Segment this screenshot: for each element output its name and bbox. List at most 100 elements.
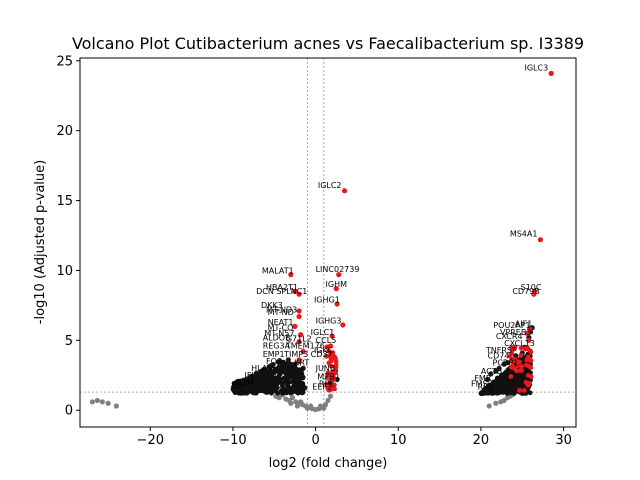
- data-point: [298, 399, 303, 404]
- x-axis-label: log2 (fold change): [269, 456, 388, 471]
- y-tick-label: 0: [65, 404, 73, 419]
- data-point: [517, 388, 522, 393]
- data-point: [276, 377, 281, 382]
- gene-label: IGHM: [326, 280, 348, 289]
- data-point: [518, 353, 523, 358]
- data-point: [288, 362, 293, 367]
- data-point: [527, 357, 532, 362]
- data-point: [287, 367, 292, 372]
- data-point: [526, 373, 531, 378]
- gene-label: CD37: [311, 350, 333, 359]
- gene-label: LINC02739: [316, 265, 360, 274]
- gene-label: IGHG1: [314, 296, 340, 305]
- data-point: [508, 374, 513, 379]
- data-point: [517, 378, 522, 383]
- data-point: [299, 367, 304, 372]
- gene-label-ms4a1: MS4A1: [510, 230, 538, 239]
- data-point: [239, 390, 244, 395]
- data-point: [523, 368, 528, 373]
- data-point: [252, 388, 257, 393]
- data-point: [288, 380, 293, 385]
- gene-label-iglc2: IGLC2: [318, 181, 342, 190]
- data-point: [519, 364, 524, 369]
- data-point: [305, 406, 310, 411]
- data-point: [287, 373, 292, 378]
- x-tick-label: −10: [219, 433, 246, 448]
- data-point: [254, 375, 259, 380]
- data-point: [495, 386, 500, 391]
- y-tick-label: 25: [56, 54, 73, 69]
- y-tick-label: 5: [65, 334, 73, 349]
- data-point: [90, 399, 95, 404]
- plot-area: MALAT1 LINC02739HBA2T1DCN SPLNC1IGHM S10CC…: [80, 58, 576, 427]
- data-point: [106, 401, 111, 406]
- data-point: [479, 391, 484, 396]
- data-point: [288, 401, 293, 406]
- data-point: [262, 383, 267, 388]
- data-point: [290, 395, 295, 400]
- y-axis-label: -log10 (Adjusted p-value): [33, 160, 48, 324]
- data-point: [526, 383, 531, 388]
- data-point: [528, 350, 533, 355]
- gene-label: MALAT1: [262, 266, 294, 275]
- gene-label: DCN SPLNC1: [256, 287, 307, 296]
- gene-label: KRT: [294, 359, 309, 368]
- data-point-ms4a1: [538, 237, 543, 242]
- data-point: [283, 378, 288, 383]
- data-point-dkk3: [296, 308, 301, 313]
- gene-label: BS: [231, 381, 241, 390]
- data-point-mt-nd: [296, 314, 301, 319]
- data-point: [528, 365, 533, 370]
- y-tick-label: 20: [56, 124, 73, 139]
- gene-label: RPS: [478, 382, 493, 391]
- data-point: [272, 380, 277, 385]
- data-point: [271, 370, 276, 375]
- data-point: [260, 373, 265, 378]
- x-tick-label: −20: [137, 433, 164, 448]
- data-point-iglc2: [342, 188, 347, 193]
- y-tick-label: 15: [56, 194, 73, 209]
- y-axis: 0 5 10 15 20 25: [56, 54, 80, 418]
- x-tick-label: 20: [473, 433, 490, 448]
- data-point: [279, 366, 284, 371]
- gene-label: MT-ND: [268, 308, 294, 317]
- data-point: [328, 394, 333, 399]
- data-point: [497, 381, 502, 386]
- gene-label-iglc3: IGLC3: [524, 63, 548, 72]
- data-point: [301, 390, 306, 395]
- data-point: [301, 375, 306, 380]
- data-point: [279, 389, 284, 394]
- data-point: [514, 368, 519, 373]
- x-tick-label: 30: [555, 433, 572, 448]
- data-point: [496, 390, 501, 395]
- gene-label: CD79B: [512, 287, 539, 296]
- gene-label: EEF1: [312, 382, 332, 391]
- data-point: [254, 383, 259, 388]
- data-point: [522, 388, 527, 393]
- data-point: [295, 384, 300, 389]
- data-point: [499, 376, 504, 381]
- x-tick-label: 0: [311, 433, 319, 448]
- data-point: [321, 406, 326, 411]
- x-axis: −20 −10 0 10 20 30: [137, 427, 572, 448]
- data-point: [274, 389, 279, 394]
- data-point: [493, 401, 498, 406]
- x-tick-label: 10: [390, 433, 407, 448]
- data-point: [114, 403, 119, 408]
- data-point-iglc3: [549, 71, 554, 76]
- gene-label: IGHG3: [316, 317, 342, 326]
- data-point: [95, 398, 100, 403]
- gene-label: FOS: [266, 357, 282, 366]
- data-point: [508, 383, 513, 388]
- data-point: [269, 387, 274, 392]
- data-point: [519, 368, 524, 373]
- y-tick-label: 10: [56, 264, 73, 279]
- data-point: [333, 357, 338, 362]
- chart-title: Volcano Plot Cutibacterium acnes vs Faec…: [72, 34, 584, 53]
- data-point: [100, 399, 105, 404]
- data-point: [299, 384, 304, 389]
- data-point: [292, 376, 297, 381]
- data-point: [295, 403, 300, 408]
- data-point: [284, 390, 289, 395]
